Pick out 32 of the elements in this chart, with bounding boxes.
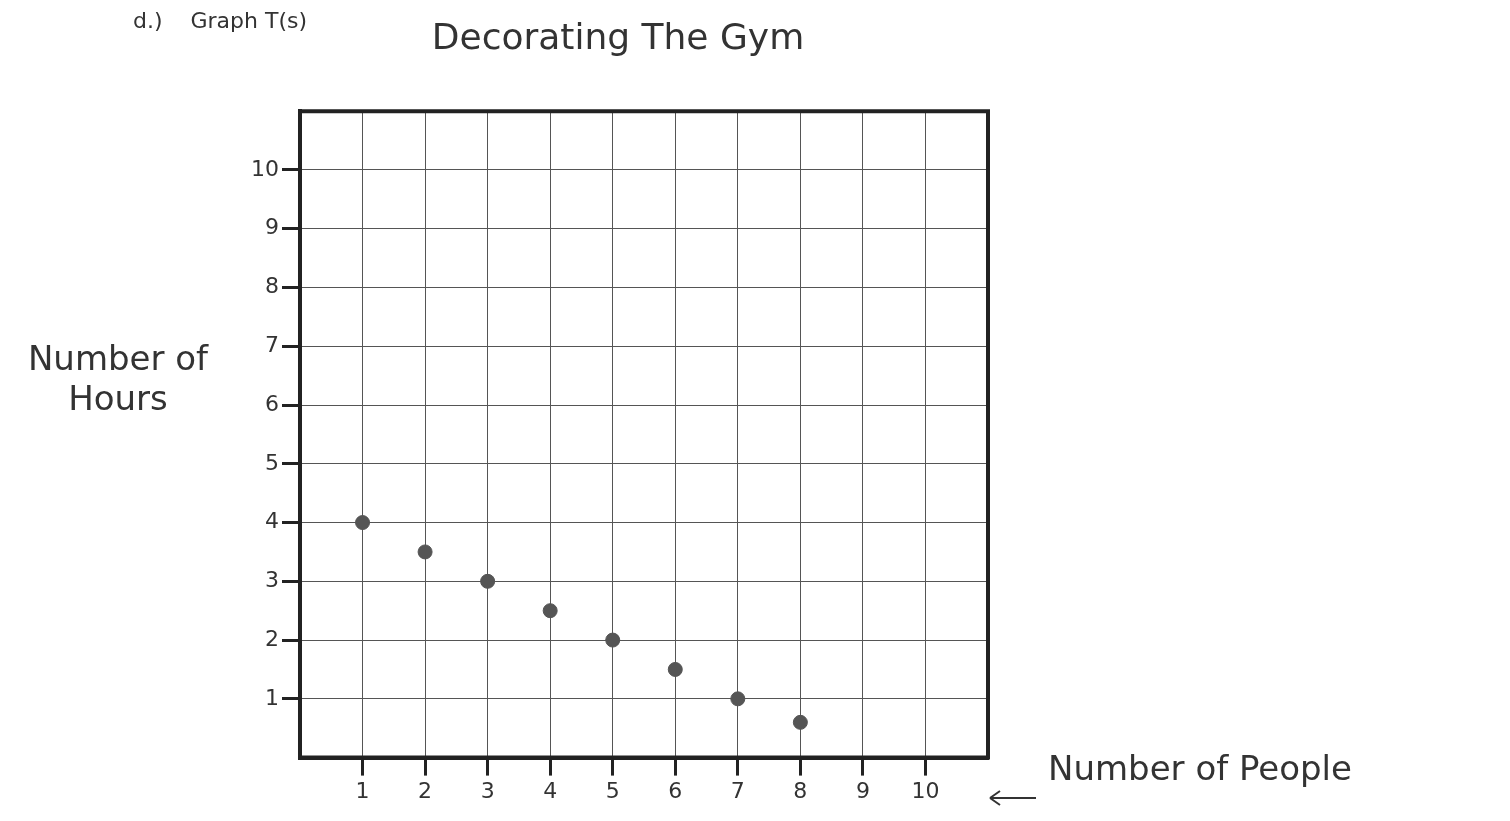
y-tick-label: 8 xyxy=(264,273,279,299)
x-axis-title: Number of People xyxy=(1048,748,1352,788)
x-tick-label: 6 xyxy=(668,777,683,803)
point xyxy=(605,632,621,648)
point xyxy=(667,661,683,677)
x-tick-label: 8 xyxy=(793,777,808,803)
x-tick-label: 3 xyxy=(480,777,495,803)
x-tick-label: 4 xyxy=(543,777,558,803)
point xyxy=(480,573,496,589)
y-tick-label: 10 xyxy=(250,155,279,181)
y-tick-label: 3 xyxy=(264,567,279,593)
point xyxy=(417,544,433,560)
y-tick-label: 7 xyxy=(264,331,279,357)
point xyxy=(730,691,746,707)
point xyxy=(355,515,371,531)
chart-title: Decorating The Gym xyxy=(431,15,805,57)
y-axis-title: Number of Hours xyxy=(26,338,210,418)
x-tick-label: 2 xyxy=(418,777,433,803)
text: d.) Graph T(s) xyxy=(133,8,308,33)
x-tick-label: 5 xyxy=(605,777,620,803)
y-tick-label: 5 xyxy=(264,449,279,475)
y-tick-label: 2 xyxy=(264,625,279,651)
x-tick-label: 10 xyxy=(911,777,940,803)
y-tick-label: 4 xyxy=(264,508,279,534)
point xyxy=(792,714,808,730)
x-tick-label: 9 xyxy=(855,777,870,803)
y-tick-label: 6 xyxy=(264,390,279,416)
y-tick-label: 1 xyxy=(264,684,279,710)
y-tick-label: 9 xyxy=(264,214,279,240)
point xyxy=(542,603,558,619)
x-tick-label: 7 xyxy=(730,777,745,803)
x-tick-label: 1 xyxy=(355,777,370,803)
